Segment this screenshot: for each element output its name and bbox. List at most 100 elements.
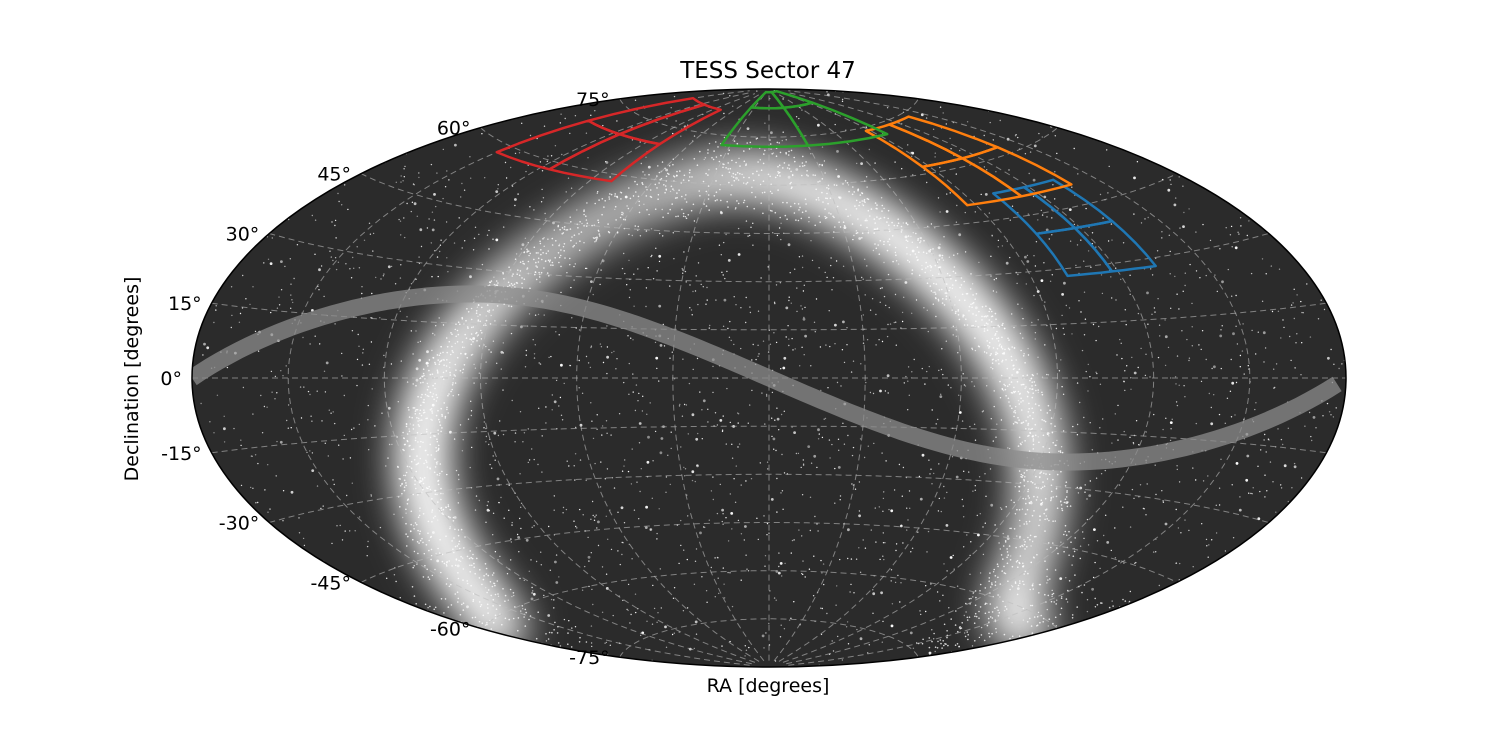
star bbox=[311, 214, 313, 217]
star bbox=[886, 107, 889, 109]
star bbox=[500, 496, 502, 499]
star bbox=[424, 449, 427, 452]
star bbox=[533, 209, 535, 211]
star bbox=[809, 496, 812, 498]
star bbox=[993, 390, 995, 392]
star bbox=[1015, 406, 1017, 408]
star bbox=[240, 439, 242, 441]
star bbox=[779, 282, 782, 284]
star bbox=[1051, 217, 1053, 219]
star bbox=[1038, 441, 1040, 444]
star bbox=[1001, 336, 1003, 339]
star bbox=[689, 176, 691, 178]
star bbox=[857, 218, 859, 220]
star bbox=[1049, 578, 1051, 580]
star bbox=[202, 354, 204, 356]
star bbox=[594, 516, 596, 518]
star bbox=[672, 188, 674, 190]
star bbox=[1327, 356, 1330, 360]
star bbox=[388, 443, 391, 446]
star bbox=[457, 577, 460, 580]
star bbox=[446, 408, 448, 411]
star bbox=[1045, 473, 1047, 475]
star bbox=[576, 209, 578, 211]
star bbox=[841, 659, 844, 661]
star bbox=[278, 304, 281, 306]
star bbox=[1220, 458, 1222, 460]
star bbox=[537, 252, 539, 254]
star bbox=[900, 582, 902, 584]
star bbox=[1034, 434, 1037, 437]
star bbox=[554, 621, 556, 624]
star bbox=[250, 486, 252, 489]
star bbox=[797, 203, 800, 205]
star bbox=[867, 652, 869, 654]
star bbox=[1065, 577, 1067, 579]
star bbox=[486, 234, 489, 236]
star bbox=[1029, 501, 1033, 505]
star bbox=[372, 250, 374, 252]
star bbox=[691, 413, 695, 417]
star bbox=[888, 238, 891, 240]
star bbox=[645, 305, 647, 308]
star bbox=[492, 238, 494, 240]
star bbox=[978, 636, 981, 639]
star bbox=[749, 306, 751, 308]
star bbox=[551, 631, 553, 634]
star bbox=[463, 547, 465, 549]
star bbox=[1201, 523, 1203, 525]
star bbox=[940, 368, 943, 371]
star bbox=[403, 437, 406, 440]
star bbox=[884, 542, 886, 544]
star bbox=[426, 350, 429, 354]
star bbox=[1058, 450, 1060, 453]
star bbox=[563, 243, 566, 245]
star bbox=[584, 565, 586, 568]
star bbox=[540, 551, 542, 553]
star bbox=[512, 592, 515, 594]
star bbox=[633, 509, 636, 511]
star bbox=[828, 212, 830, 214]
star bbox=[343, 434, 345, 437]
star bbox=[1110, 549, 1113, 552]
star bbox=[254, 330, 257, 333]
star bbox=[599, 283, 601, 286]
star bbox=[658, 380, 660, 382]
star bbox=[419, 340, 422, 343]
star bbox=[469, 156, 471, 158]
star bbox=[1169, 273, 1171, 275]
star bbox=[412, 525, 415, 527]
star bbox=[487, 612, 489, 614]
star bbox=[833, 184, 836, 186]
star bbox=[995, 351, 997, 354]
star bbox=[1041, 486, 1044, 489]
star bbox=[440, 345, 442, 348]
star bbox=[784, 214, 787, 217]
star bbox=[1052, 478, 1054, 481]
star bbox=[992, 571, 995, 573]
star bbox=[858, 514, 861, 518]
star bbox=[827, 188, 830, 190]
star bbox=[428, 549, 430, 552]
star bbox=[955, 173, 957, 175]
star bbox=[428, 359, 431, 361]
star bbox=[941, 257, 943, 259]
star bbox=[744, 655, 746, 657]
star bbox=[1236, 343, 1239, 345]
star bbox=[1290, 359, 1292, 362]
star bbox=[1131, 356, 1133, 359]
star bbox=[399, 485, 402, 487]
star bbox=[435, 461, 438, 464]
star bbox=[747, 235, 749, 237]
star bbox=[692, 203, 695, 206]
star bbox=[873, 218, 876, 220]
star bbox=[697, 303, 699, 306]
star bbox=[419, 377, 422, 379]
star bbox=[600, 346, 603, 348]
star bbox=[722, 415, 724, 417]
star bbox=[573, 234, 576, 236]
star bbox=[462, 602, 465, 604]
star bbox=[707, 194, 710, 196]
star bbox=[969, 425, 971, 428]
star bbox=[707, 149, 709, 151]
